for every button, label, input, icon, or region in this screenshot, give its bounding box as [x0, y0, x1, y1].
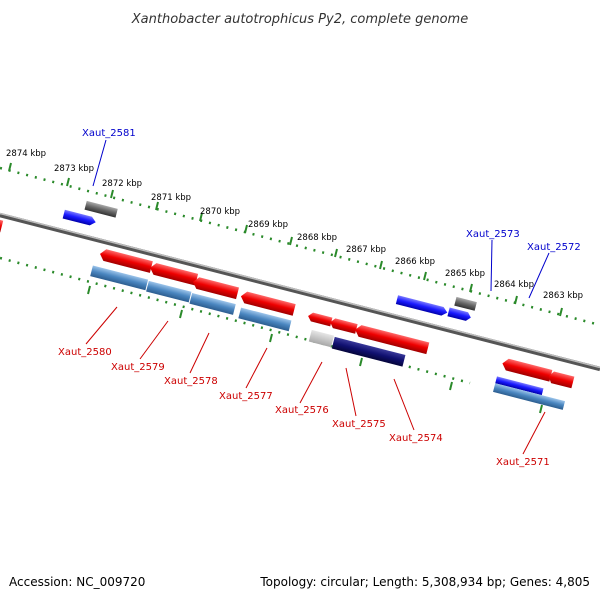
gene-label-Xaut_2579[interactable]: Xaut_2579 — [111, 362, 165, 373]
inner-ticks — [87, 285, 543, 414]
kbp-label: 2870 kbp — [200, 207, 240, 217]
genome-summary-text: Topology: circular; Length: 5,308,934 bp… — [259, 575, 590, 589]
cds-red[interactable] — [239, 290, 296, 316]
features — [0, 200, 575, 410]
reverse-gene-labels: Xaut_2580 Xaut_2579 Xaut_2578 Xaut_2577 … — [58, 347, 550, 468]
kbp-label: 2866 kbp — [395, 257, 435, 267]
cds-red[interactable] — [99, 248, 153, 273]
cds-red[interactable] — [149, 262, 199, 286]
genome-backbone — [0, 212, 600, 369]
gene-steel[interactable] — [90, 265, 149, 291]
kbp-label: 2872 kbp — [102, 179, 142, 189]
kbp-label: 2865 kbp — [445, 269, 485, 279]
gene-Xaut_2573-arrow[interactable] — [447, 307, 472, 321]
gene-steel[interactable] — [238, 307, 292, 332]
gene-steel[interactable] — [189, 292, 236, 315]
gene-Xaut_2572-arrow[interactable] — [395, 295, 449, 317]
kbp-label: 2869 kbp — [248, 220, 288, 230]
accession-text: Accession: NC_009720 — [9, 575, 145, 589]
gene-label-Xaut_2571[interactable]: Xaut_2571 — [496, 457, 550, 468]
kbp-label: 2871 kbp — [151, 193, 191, 203]
kbp-label: 2873 kbp — [54, 164, 94, 174]
cds-red[interactable] — [307, 312, 333, 327]
gene-label-Xaut_2575[interactable]: Xaut_2575 — [332, 419, 386, 430]
gene-blue[interactable] — [495, 376, 544, 396]
gene-Xaut_2573[interactable] — [454, 296, 477, 311]
kbp-label: 2863 kbp — [543, 291, 583, 301]
kbp-label: 2867 kbp — [346, 245, 386, 255]
cds-red[interactable] — [501, 358, 553, 382]
gene-label-Xaut_2573[interactable]: Xaut_2573 — [466, 229, 520, 240]
kbp-label: 2868 kbp — [297, 233, 337, 243]
gene-label-Xaut_2581[interactable]: Xaut_2581 — [82, 128, 136, 139]
forward-callouts — [92, 139, 550, 299]
gene-steel[interactable] — [146, 280, 192, 303]
cds-red[interactable] — [191, 276, 240, 300]
forward-gene-labels: Xaut_2581 Xaut_2573 Xaut_2572 — [82, 128, 581, 253]
gene-light[interactable] — [308, 329, 335, 348]
outer-ruler-line — [0, 166, 600, 327]
gene-Xaut_2581-arrow[interactable] — [62, 209, 97, 227]
gene-label-Xaut_2574[interactable]: Xaut_2574 — [389, 433, 443, 444]
gene-label-Xaut_2577[interactable]: Xaut_2577 — [219, 391, 273, 402]
genome-backbone-shadow — [0, 212, 600, 372]
reverse-callouts — [85, 306, 546, 455]
kbp-label: 2874 kbp — [6, 149, 46, 159]
cds-red[interactable] — [547, 370, 575, 389]
cds-red[interactable] — [329, 317, 358, 334]
gene-navy[interactable] — [331, 336, 406, 367]
kbp-labels: 2874 kbp 2873 kbp 2872 kbp 2871 kbp 2870… — [6, 149, 583, 301]
cds-red[interactable] — [354, 324, 430, 355]
gene-label-Xaut_2580[interactable]: Xaut_2580 — [58, 347, 112, 358]
gene-Xaut_2581[interactable] — [84, 200, 118, 218]
gene-label-Xaut_2576[interactable]: Xaut_2576 — [275, 405, 329, 416]
kbp-ticks — [8, 162, 563, 317]
gene-label-Xaut_2578[interactable]: Xaut_2578 — [164, 376, 218, 387]
map-title: Xanthobacter autotrophicus Py2, complete… — [131, 12, 468, 27]
cds-red[interactable] — [0, 206, 4, 233]
gene-label-Xaut_2572[interactable]: Xaut_2572 — [527, 242, 581, 253]
kbp-label: 2864 kbp — [494, 280, 534, 290]
gene-steel[interactable] — [493, 383, 565, 410]
